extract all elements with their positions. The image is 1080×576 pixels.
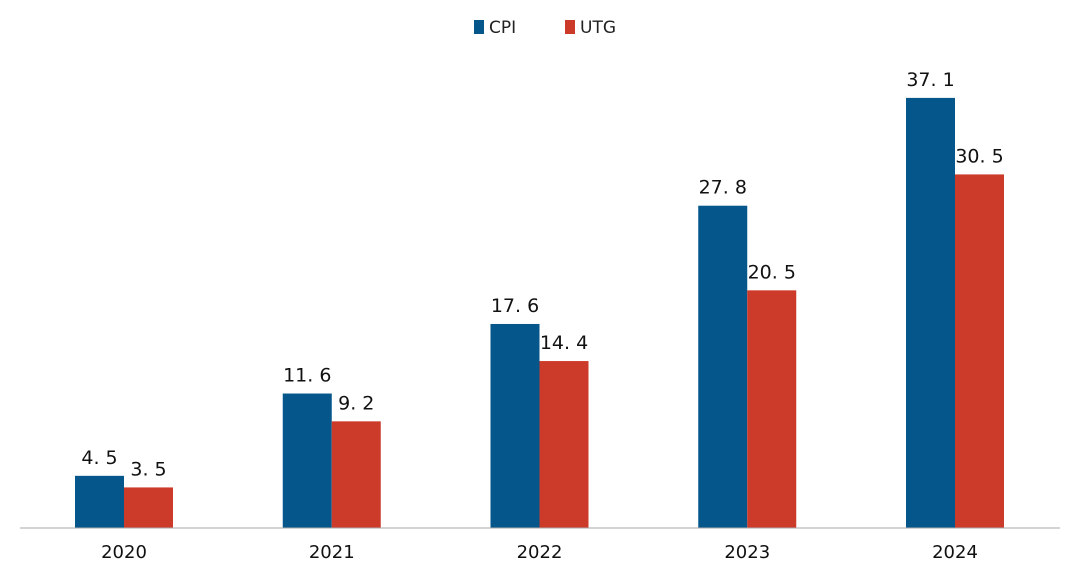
value-label-utg-2022: 14. 4 — [540, 332, 588, 354]
legend-swatch-utg — [565, 20, 575, 34]
x-tick-2020: 2020 — [101, 542, 147, 563]
x-tick-2021: 2021 — [309, 542, 355, 563]
value-label-cpi-2022: 17. 6 — [491, 295, 539, 317]
value-labels: 4. 5 3. 5 11. 6 9. 2 17. 614. 4 27. 8 20. 5 37.… — [81, 69, 1003, 481]
bar-cpi-2024 — [906, 97, 955, 529]
x-tick-2022: 2022 — [517, 542, 563, 563]
value-label-utg-2024: 30. 5 — [955, 145, 1003, 167]
value-label-cpi-2020: 4. 5 — [81, 447, 117, 469]
value-label-utg-2023: 20. 5 — [748, 261, 796, 283]
bars — [75, 97, 1004, 529]
value-label-utg-2020: 3. 5 — [130, 458, 166, 480]
legend: CPI UTG — [474, 18, 616, 38]
bar-cpi-2021 — [282, 393, 332, 528]
bar-utg-2022 — [539, 361, 589, 528]
bar-utg-2021 — [331, 421, 381, 528]
bar-cpi-2023 — [698, 205, 748, 528]
bar-cpi-2020 — [75, 475, 124, 528]
bar-cpi-2022 — [490, 323, 540, 528]
x-tick-2024: 2024 — [932, 542, 978, 563]
bar-utg-2023 — [747, 290, 797, 528]
legend-label-utg: UTG — [580, 18, 616, 38]
legend-swatch-cpi — [474, 20, 484, 34]
legend-label-cpi: CPI — [489, 18, 516, 38]
bar-utg-2024 — [955, 174, 1004, 528]
value-label-cpi-2024: 37. 1 — [906, 69, 954, 91]
bar-utg-2020 — [124, 487, 173, 528]
value-label-cpi-2023: 27. 8 — [699, 177, 747, 199]
x-tick-labels: 2020 2021 2022 2023 2024 — [101, 542, 978, 563]
x-tick-2023: 2023 — [724, 542, 770, 563]
value-label-cpi-2021: 11. 6 — [283, 365, 331, 387]
value-label-utg-2021: 9. 2 — [338, 392, 374, 414]
